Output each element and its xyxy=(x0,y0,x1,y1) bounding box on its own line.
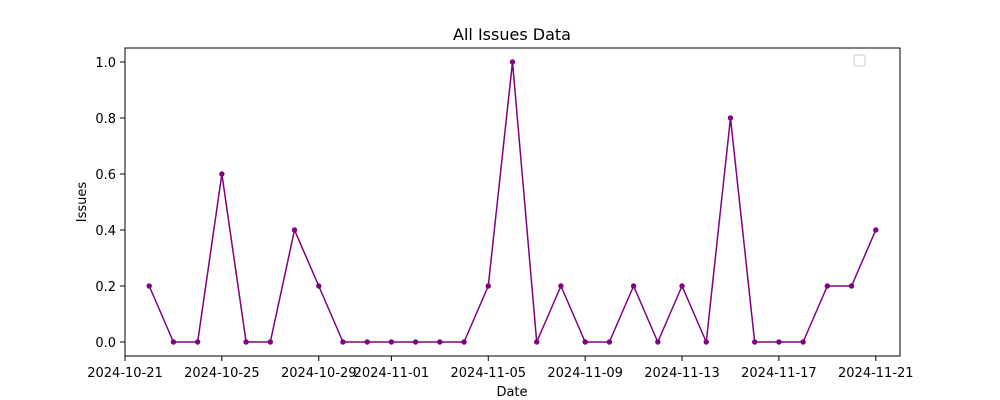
data-point xyxy=(291,227,298,233)
data-point xyxy=(388,339,395,345)
x-tick-label: 2024-11-01 xyxy=(354,366,430,381)
y-tick-label: 0.4 xyxy=(95,224,116,239)
data-point xyxy=(146,283,152,289)
data-point xyxy=(703,339,709,345)
y-tick-label: 0.8 xyxy=(95,112,116,127)
chart-title: All Issues Data xyxy=(453,25,571,44)
data-point xyxy=(606,339,613,345)
y-tick-label: 0.0 xyxy=(95,336,116,351)
data-point xyxy=(170,339,177,345)
x-tick-label: 2024-11-05 xyxy=(451,366,527,381)
y-tick-label: 0.6 xyxy=(95,168,116,183)
x-tick-label: 2024-10-21 xyxy=(87,366,163,381)
data-point xyxy=(630,283,637,289)
data-point xyxy=(800,339,806,345)
data-point xyxy=(412,339,419,345)
x-axis-label: Date xyxy=(496,385,527,400)
data-point xyxy=(534,339,540,345)
x-tick-label: 2024-10-29 xyxy=(281,366,357,381)
data-point xyxy=(679,283,685,289)
plot-frame xyxy=(124,47,901,357)
x-tick-label: 2024-11-09 xyxy=(547,366,623,381)
x-tick-label: 2024-10-25 xyxy=(184,366,260,381)
data-point xyxy=(582,339,588,345)
data-point xyxy=(316,283,322,289)
data-point xyxy=(437,339,443,345)
data-point xyxy=(873,227,879,233)
x-tick-label: 2024-11-17 xyxy=(741,366,817,381)
data-point xyxy=(558,283,564,289)
legend-box xyxy=(853,54,866,67)
y-tick-label: 0.2 xyxy=(95,280,116,295)
data-point xyxy=(340,339,346,345)
data-point xyxy=(267,339,274,345)
data-point xyxy=(751,339,758,345)
series-line xyxy=(148,61,877,343)
data-point xyxy=(194,339,201,345)
data-point xyxy=(824,283,831,289)
x-tick-label: 2024-11-13 xyxy=(644,366,720,381)
data-point xyxy=(219,171,225,177)
data-point xyxy=(485,283,491,289)
data-point xyxy=(727,115,734,121)
data-point xyxy=(509,59,516,65)
x-tick-label: 2024-11-21 xyxy=(838,366,914,381)
data-point xyxy=(243,339,249,345)
data-point xyxy=(655,339,661,345)
data-point xyxy=(848,283,855,289)
data-point xyxy=(461,339,467,345)
y-tick-label: 1.0 xyxy=(95,56,116,71)
data-point xyxy=(776,339,782,345)
y-axis-label: Issues xyxy=(75,182,90,223)
data-point xyxy=(364,339,370,345)
